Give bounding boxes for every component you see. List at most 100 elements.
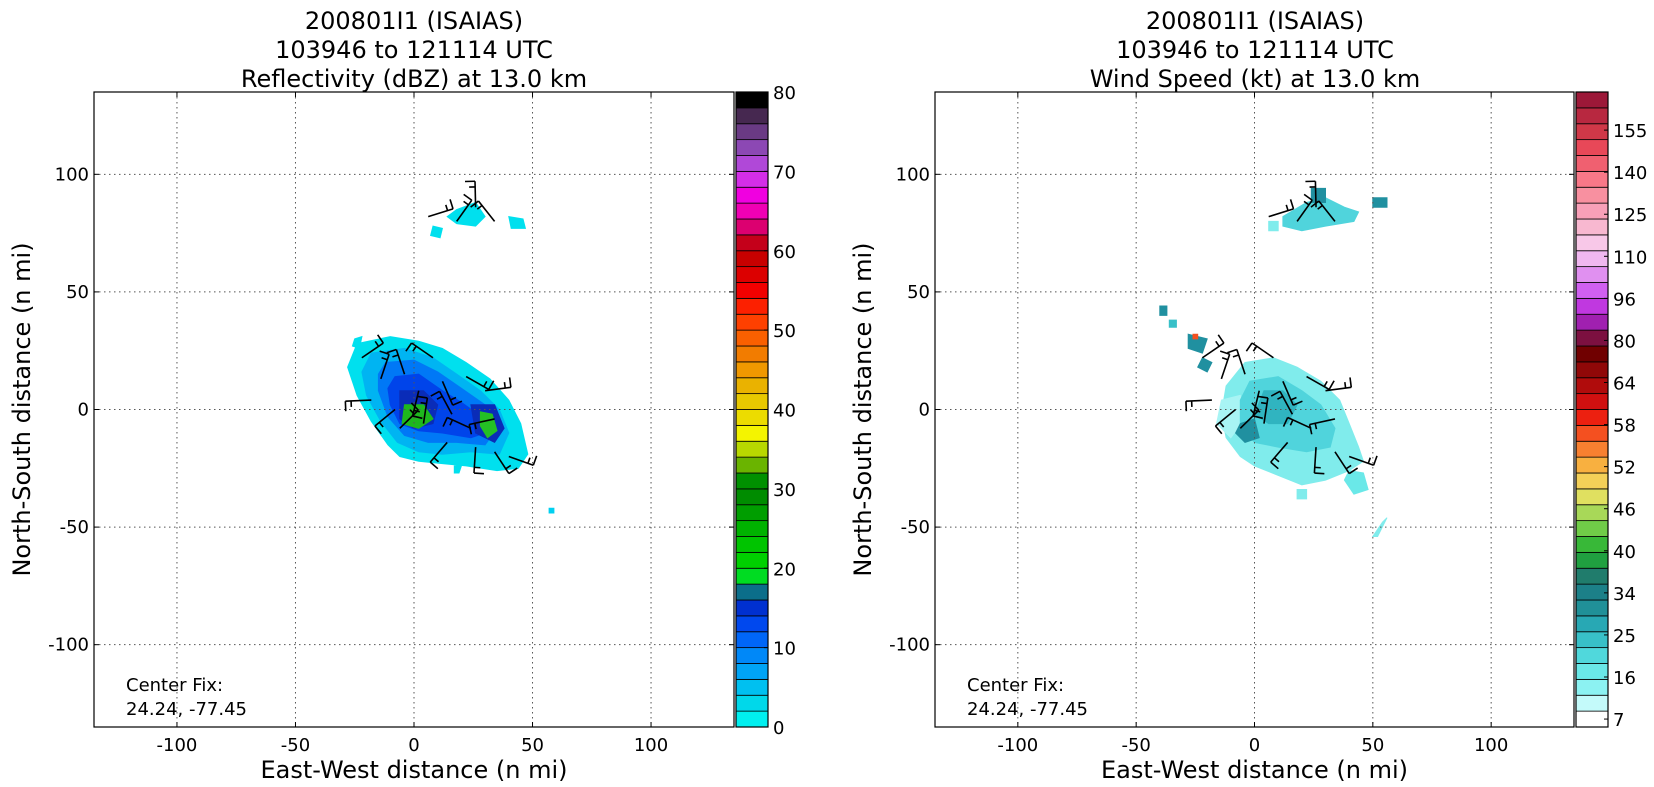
x-axis-label: East-West distance (n mi): [1101, 756, 1408, 784]
wind-barb: [470, 200, 496, 222]
colorbar-swatch: [1575, 631, 1609, 649]
colorbar-swatch: [735, 266, 769, 283]
colorbar-tick-label: 0: [773, 718, 784, 739]
chart-title-line: 200801I1 (ISAIAS): [305, 7, 523, 35]
colorbar-swatch: [1575, 424, 1609, 442]
colorbar-swatch: [1575, 599, 1609, 617]
data-region: [1159, 305, 1168, 316]
colorbar-tick-label: 58: [1613, 416, 1636, 437]
wind-barb: [405, 342, 434, 359]
wind-barb: [1306, 375, 1335, 391]
data-region: [1192, 333, 1199, 340]
x-tick-label: -100: [157, 735, 198, 756]
wind-barb: [344, 399, 372, 412]
chart-title-line: 200801I1 (ISAIAS): [1146, 7, 1364, 35]
wind-barb: [1268, 199, 1295, 218]
colorbar-swatch: [1575, 266, 1609, 283]
colorbar-swatch: [735, 139, 769, 156]
wind-barb: [1239, 402, 1260, 429]
data-regions: [347, 201, 555, 514]
colorbar-swatch: [1575, 155, 1609, 172]
wind-barb: [1270, 390, 1294, 415]
chart-title-line: Wind Speed (kt) at 13.0 km: [1090, 65, 1421, 93]
data-region: [1372, 197, 1388, 208]
colorbar-tick-label: 30: [773, 480, 796, 501]
wind-barb: [1310, 200, 1336, 222]
wind-barb: [1185, 399, 1212, 412]
wind-barb: [465, 375, 495, 391]
colorbar-tick-label: 7: [1613, 710, 1624, 731]
colorbar-swatch: [735, 218, 769, 236]
colorbar-swatch: [1575, 710, 1609, 728]
panel-2: 200801I1 (ISAIAS)103946 to 121114 UTCWin…: [849, 7, 1647, 784]
y-tick-label: 0: [919, 400, 930, 421]
colorbar-swatch: [735, 234, 769, 252]
data-region: [453, 465, 463, 474]
colorbar-swatch: [1575, 297, 1609, 315]
wind-barb: [1214, 408, 1237, 435]
colorbar-swatch: [1575, 234, 1609, 252]
colorbar-swatch: [1575, 329, 1609, 347]
y-tick-label: -50: [901, 517, 930, 538]
center-fix-annotation: 24.24, -77.45: [126, 699, 247, 720]
colorbar: 7 16 25 34 40 46 52 58 64 80 96 110 125 140 155: [1575, 91, 1647, 731]
wind-barb: [1257, 395, 1269, 424]
colorbar-swatch: [1575, 218, 1609, 236]
wind-barb: [1334, 451, 1359, 475]
colorbar-swatch: [1575, 345, 1609, 363]
x-tick-label: -50: [281, 735, 310, 756]
colorbar-tick-label: 80: [1613, 331, 1636, 352]
x-tick-label: 50: [1361, 735, 1384, 756]
data-region: [1371, 517, 1388, 537]
colorbar-swatch: [735, 488, 769, 506]
colorbar-swatch: [735, 409, 769, 426]
wind-barbs: [1185, 180, 1378, 475]
colorbar-swatch: [1575, 313, 1609, 331]
wind-barb: [1227, 348, 1246, 375]
y-tick-label: 50: [66, 282, 89, 303]
colorbar-swatch: [1575, 694, 1609, 712]
colorbar-swatch: [1575, 377, 1609, 395]
data-regions: [1159, 187, 1388, 537]
colorbar-swatch: [1575, 567, 1609, 585]
wind-barb: [1313, 447, 1325, 475]
colorbar-tick-label: 80: [773, 83, 796, 104]
chart-title-line: 103946 to 121114 UTC: [275, 36, 553, 64]
data-region: [1168, 319, 1177, 328]
colorbar-swatch: [1575, 123, 1609, 141]
colorbar-swatch: [735, 647, 769, 664]
wind-barb: [442, 416, 472, 430]
colorbar-swatch: [1575, 663, 1609, 680]
x-tick-label: 0: [408, 735, 419, 756]
data-region: [1197, 357, 1213, 373]
colorbar-swatch: [735, 107, 769, 125]
colorbar-tick-label: 20: [773, 559, 796, 580]
y-axis-label: North-South distance (n mi): [849, 242, 877, 576]
colorbar-swatch: [735, 170, 769, 188]
colorbar-tick-label: 52: [1613, 458, 1636, 479]
colorbar-swatch: [735, 329, 769, 347]
wind-barb: [468, 418, 495, 435]
y-tick-label: 100: [55, 164, 89, 185]
wind-barb: [361, 334, 384, 359]
colorbar-swatch: [735, 202, 769, 220]
colorbar-swatch: [1575, 250, 1609, 268]
colorbar-swatch: [735, 663, 769, 680]
colorbar-swatch: [1575, 678, 1609, 696]
wind-barb: [1348, 455, 1378, 467]
colorbar-tick-label: 155: [1613, 121, 1647, 142]
colorbar-swatch: [1575, 393, 1609, 410]
colorbar: 0 10 20 30 40 50 60 70 80: [735, 83, 796, 739]
colorbar-swatch: [1575, 139, 1609, 156]
wind-barb: [1270, 441, 1289, 470]
x-tick-label: -50: [1121, 735, 1150, 756]
y-tick-label: 50: [907, 282, 930, 303]
wind-barb: [493, 451, 518, 475]
data-region: [508, 215, 527, 229]
colorbar-swatch: [1575, 536, 1609, 553]
wind-barb: [430, 390, 453, 415]
wind-barb: [1325, 377, 1353, 392]
colorbar-swatch: [735, 694, 769, 712]
wind-barb: [485, 377, 512, 392]
